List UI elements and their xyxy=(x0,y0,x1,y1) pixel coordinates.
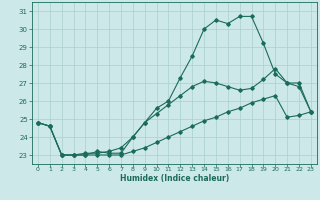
X-axis label: Humidex (Indice chaleur): Humidex (Indice chaleur) xyxy=(120,174,229,183)
